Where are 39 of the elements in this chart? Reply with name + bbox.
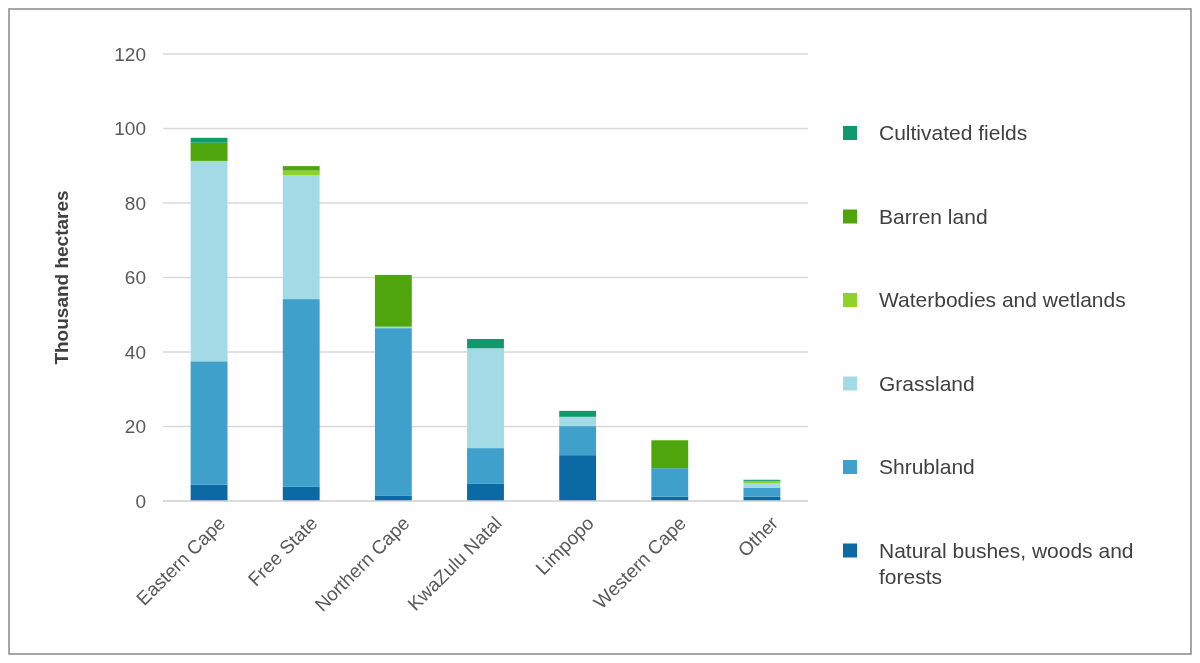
bar	[651, 440, 689, 469]
bar	[190, 137, 228, 143]
bar	[559, 426, 597, 456]
bar	[282, 170, 320, 176]
bar	[282, 166, 320, 171]
y-tick-label: 100	[114, 118, 146, 140]
bar	[559, 455, 597, 501]
y-tick-label: 120	[114, 43, 146, 65]
legend-label: Grassland	[879, 371, 975, 395]
bar	[559, 410, 597, 417]
bar	[651, 468, 689, 497]
legend-label: Cultivated fields	[879, 121, 1028, 145]
y-tick-label: 60	[124, 267, 146, 289]
bar	[282, 175, 320, 300]
bar	[190, 160, 228, 362]
y-tick-label: 40	[124, 341, 146, 363]
bar	[190, 484, 228, 501]
legend-label: Barren land	[879, 204, 988, 228]
bar	[743, 483, 781, 488]
bar	[467, 348, 504, 449]
legend-label: Shrubland	[879, 455, 975, 479]
bar	[467, 338, 504, 349]
bar	[743, 487, 781, 497]
y-tick-label: 20	[124, 416, 146, 438]
bar	[374, 328, 412, 496]
bar	[467, 483, 504, 501]
bar	[190, 361, 228, 485]
bar	[374, 495, 412, 501]
y-axis-title: Thousand hectares	[51, 190, 72, 365]
legend-label: Waterbodies and wetlands	[879, 288, 1126, 312]
legend-label: Natural bushes, woods and forests	[879, 538, 1134, 589]
bar	[282, 299, 320, 487]
bar	[190, 142, 228, 161]
bar	[467, 448, 504, 484]
y-tick-label: 80	[124, 192, 146, 214]
bar	[282, 486, 320, 501]
bar	[559, 416, 597, 427]
y-tick-label: 0	[135, 490, 146, 512]
bar	[374, 274, 412, 327]
